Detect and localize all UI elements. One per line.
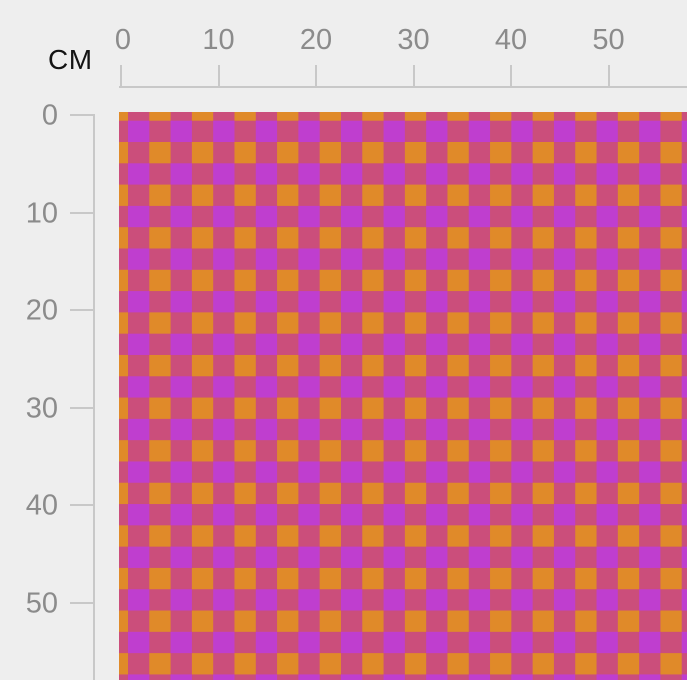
h-tick-mark-0 [120, 65, 122, 88]
h-tick-label-40: 40 [494, 24, 528, 56]
v-tick-mark-20 [70, 309, 94, 311]
h-tick-mark-30 [412, 65, 415, 88]
h-tick-label-50: 50 [592, 24, 625, 56]
v-tick-label-40: 40 [25, 489, 58, 522]
unit-label: CM [48, 44, 93, 75]
v-tick-label-50: 50 [25, 587, 58, 619]
h-tick-mark-40 [510, 65, 512, 88]
v-tick-label-10: 10 [25, 197, 58, 229]
h-tick-label-10: 10 [202, 24, 235, 56]
v-tick-label-0: 0 [41, 99, 58, 132]
v-tick-mark-30 [70, 406, 94, 409]
v-tick-label-30: 30 [25, 392, 58, 424]
v-tick-mark-40 [70, 504, 94, 506]
vertical-ruler-baseline [93, 114, 95, 680]
horizontal-ruler-baseline [119, 86, 687, 88]
h-tick-mark-50 [607, 65, 610, 88]
v-tick-mark-0 [70, 114, 94, 116]
h-tick-mark-10 [217, 65, 220, 88]
v-tick-mark-10 [70, 211, 94, 214]
h-tick-label-0: 0 [114, 24, 132, 56]
v-tick-mark-50 [70, 601, 94, 604]
fabric-swatch-preview [119, 112, 687, 680]
h-tick-label-30: 30 [397, 24, 430, 56]
v-tick-label-20: 20 [25, 294, 58, 327]
h-tick-label-20: 20 [299, 24, 333, 56]
h-tick-mark-20 [315, 65, 317, 88]
